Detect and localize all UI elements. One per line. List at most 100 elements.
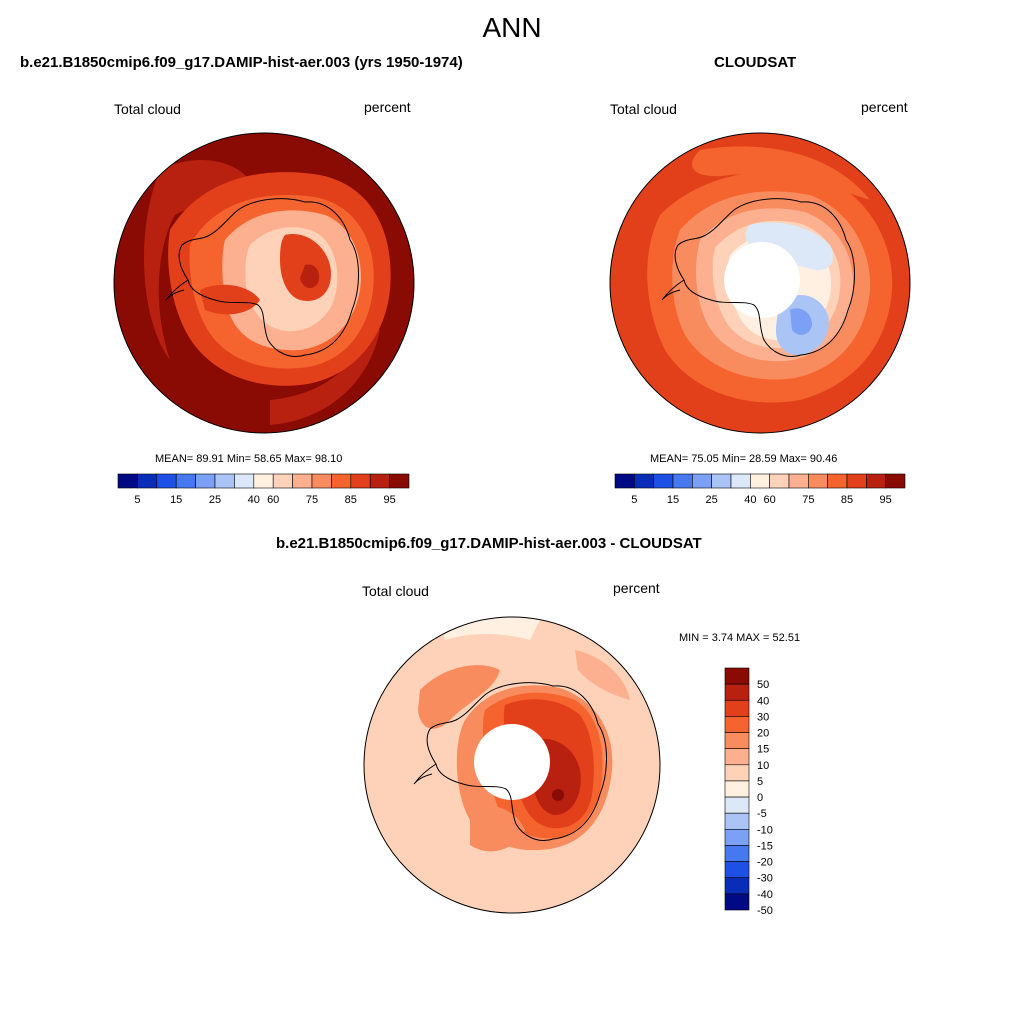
figure-title: ANN xyxy=(482,12,542,43)
panel2-colorbar-tick-label: 95 xyxy=(880,494,892,506)
panel3-colorbar-swatch xyxy=(724,861,750,879)
panel2-map-border xyxy=(609,132,911,434)
panel1-colorbar-tick-label: 25 xyxy=(209,494,221,506)
panel2-field-core xyxy=(745,222,834,271)
panel1-colorbar-swatch xyxy=(175,473,196,489)
panel3-field-peak xyxy=(552,789,564,801)
panel1-map-border xyxy=(113,132,415,434)
panel3-colorbar-tick-label: -40 xyxy=(757,889,773,901)
panel2-colorbar-swatch xyxy=(769,473,790,489)
panel3-colorbar-tick-label: 50 xyxy=(757,679,769,691)
panel1-map xyxy=(113,132,415,434)
panel3-colorbar-swatch xyxy=(724,764,750,782)
panel3-coastline xyxy=(426,682,607,841)
panel1-field-core xyxy=(300,264,320,289)
panel2-field-core xyxy=(790,308,812,335)
panel3-colorbar-swatch xyxy=(724,716,750,733)
panel3-field-patch xyxy=(418,665,500,729)
panel1-colorbar-tick-label: 40 xyxy=(248,494,260,506)
panel3-map-border xyxy=(363,616,661,914)
panel1-colorbar-swatch xyxy=(272,473,293,489)
panel3-colorbar-swatch xyxy=(724,667,750,685)
panel2-colorbar-swatch xyxy=(634,473,654,489)
panel2-colorbar-swatch xyxy=(692,473,712,489)
panel2-colorbar-tick-label: 85 xyxy=(841,494,853,506)
panel1-colorbar-swatch xyxy=(195,473,216,489)
panel1-colorbar-swatch xyxy=(350,473,371,489)
panel3-colorbar-swatch xyxy=(724,699,750,717)
panel3-map xyxy=(363,616,661,914)
panel2-colorbar-swatch xyxy=(788,473,809,489)
panel2-colorbar-swatch xyxy=(750,473,770,489)
panel3-colorbar-swatch xyxy=(724,796,750,814)
panel3-colorbar-tick-label: 30 xyxy=(757,711,769,723)
panel1-colorbar-swatch xyxy=(117,473,138,489)
panel2-colorbar-swatch xyxy=(614,473,635,489)
panel1-units-label: percent xyxy=(364,99,411,115)
panel3-colorbar-tick-label: 15 xyxy=(757,744,769,756)
panel2-colorbar-tick-label: 40 xyxy=(744,494,756,506)
panel3-colorbar-tick-label: 40 xyxy=(757,695,769,707)
panel1-field-band xyxy=(270,330,380,425)
panel2-colorbar-swatch xyxy=(827,473,848,489)
panel2-peninsula-coastline xyxy=(661,279,685,301)
panel2-stats: MEAN= 75.05 Min= 28.59 Max= 90.46 xyxy=(650,453,838,465)
panel3-colorbar-swatch xyxy=(724,780,750,798)
panel2-units-label: percent xyxy=(861,99,908,115)
panel3-colorbar-swatch xyxy=(724,683,750,701)
panel3-units-label: percent xyxy=(613,580,660,596)
panel2-colorbar: 5 15 25 40 60 75 85 95 xyxy=(614,473,906,506)
panel3-peninsula-coastline xyxy=(413,763,437,785)
panel1-colorbar-tick-label: 95 xyxy=(383,494,395,506)
panel2-colorbar-swatch xyxy=(730,473,751,489)
panel2-variable-label: Total cloud xyxy=(610,101,677,117)
panel1-colorbar-swatch xyxy=(234,473,255,489)
panel3-colorbar-swatch xyxy=(724,845,750,862)
panel1-title: b.e21.B1850cmip6.f09_g17.DAMIP-hist-aer.… xyxy=(20,54,463,71)
panel3-colorbar-tick-label: 10 xyxy=(757,760,769,772)
panel2-colorbar-swatch xyxy=(711,473,732,489)
panel1-colorbar-swatch xyxy=(292,473,313,489)
panel1-colorbar-swatch xyxy=(214,473,235,489)
panel1-colorbar-swatch xyxy=(253,473,274,489)
panel1-peninsula-coastline xyxy=(165,279,189,301)
panel3-title: b.e21.B1850cmip6.f09_g17.DAMIP-hist-aer.… xyxy=(276,535,702,552)
panel1-stats: MEAN= 89.91 Min= 58.65 Max= 98.10 xyxy=(155,453,343,465)
panel2-colorbar-swatch xyxy=(885,473,906,489)
panel3-colorbar-swatch xyxy=(724,748,750,766)
panel1-colorbar-swatch xyxy=(137,473,158,489)
panel1-field-core xyxy=(200,284,260,315)
panel2-coastline xyxy=(674,198,855,357)
panel2-colorbar-swatch xyxy=(653,473,674,489)
panel3-field-patch xyxy=(575,650,630,700)
panel3-colorbar-tick-label: -30 xyxy=(757,873,773,885)
panel1-colorbar-swatch xyxy=(331,473,352,489)
panel2-title: CLOUDSAT xyxy=(714,54,797,71)
panel3-colorbar-swatch xyxy=(724,812,750,830)
panel1-colorbar-tick-label: 5 xyxy=(134,494,140,506)
panel2-colorbar-tick-label: 15 xyxy=(667,494,679,506)
panel1-coastline xyxy=(178,198,359,357)
panel1-colorbar-swatch xyxy=(156,473,177,489)
panel3-colorbar-tick-label: -50 xyxy=(757,905,773,917)
panel1-field-band xyxy=(143,160,260,360)
panel3-colorbar-swatch xyxy=(724,829,750,846)
panel3-field-patch xyxy=(470,805,525,852)
panel1-colorbar-tick-label: 15 xyxy=(170,494,182,506)
panel1-variable-label: Total cloud xyxy=(114,101,181,117)
panel2-colorbar-swatch xyxy=(846,473,867,489)
panel2-colorbar-tick-label: 5 xyxy=(631,494,637,506)
panel1-colorbar-swatch xyxy=(389,473,410,489)
panel2-colorbar-swatch xyxy=(866,473,886,489)
panel3-colorbar-tick-label: 5 xyxy=(757,776,763,788)
panel2-map xyxy=(609,132,911,434)
panel1-colorbar-swatch xyxy=(311,473,332,489)
panel1-colorbar-tick-label: 85 xyxy=(345,494,357,506)
panel3-colorbar-swatch xyxy=(724,877,750,895)
panel2-colorbar-tick-label: 75 xyxy=(802,494,814,506)
panel3-colorbar-tick-label: 20 xyxy=(757,728,769,740)
panel3-colorbar-tick-label: -20 xyxy=(757,857,773,869)
panel2-colorbar-swatch xyxy=(808,473,828,489)
panel3-colorbar-tick-label: -15 xyxy=(757,840,773,852)
